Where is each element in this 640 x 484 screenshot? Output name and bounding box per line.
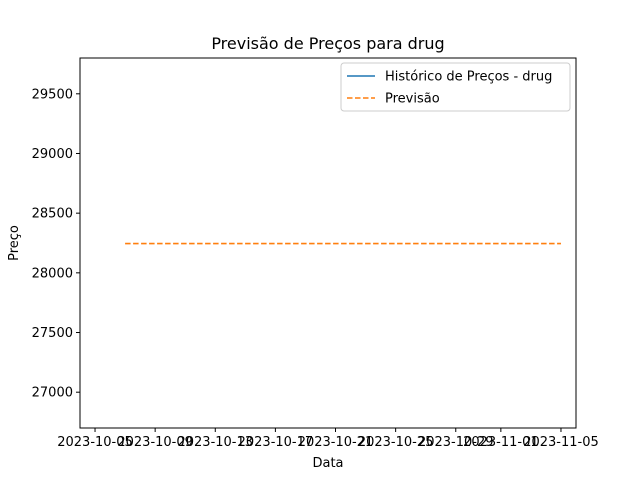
legend-box (340, 62, 571, 112)
legend-label-forecast: Previsão (385, 92, 440, 107)
x-tick-label: 2023-11-05 (523, 435, 599, 450)
x-axis-label: Data (312, 456, 343, 471)
x-tick-label: 2023-10-05 (57, 435, 133, 450)
plot-frame (79, 57, 577, 429)
y-tick-label: 27000 (32, 386, 73, 401)
y-tick-label: 29000 (32, 147, 73, 162)
x-tick-label: 2023-10-09 (117, 435, 193, 450)
x-tick-label: 2023-10-29 (418, 435, 494, 450)
y-tick-label: 28000 (32, 266, 73, 281)
legend-label-history: Histórico de Preços - drug (385, 70, 552, 85)
x-tick-label: 2023-11-01 (463, 435, 539, 450)
chart-title: Previsão de Preços para drug (211, 34, 444, 53)
x-tick-label: 2023-10-13 (177, 435, 253, 450)
x-tick-label: 2023-10-25 (358, 435, 434, 450)
x-tick-label: 2023-10-17 (238, 435, 314, 450)
y-axis: 27000 27500 28000 28500 29000 29500 (32, 87, 80, 401)
legend: Histórico de Preços - drug Previsão (340, 62, 571, 112)
y-tick-label: 27500 (32, 326, 73, 341)
y-tick-label: 28500 (32, 207, 73, 222)
x-tick-label: 2023-10-21 (298, 435, 374, 450)
x-axis: 2023-10-052023-10-092023-10-132023-10-17… (57, 428, 599, 450)
y-tick-label: 29500 (32, 87, 73, 102)
y-axis-label: Preço (7, 225, 22, 261)
